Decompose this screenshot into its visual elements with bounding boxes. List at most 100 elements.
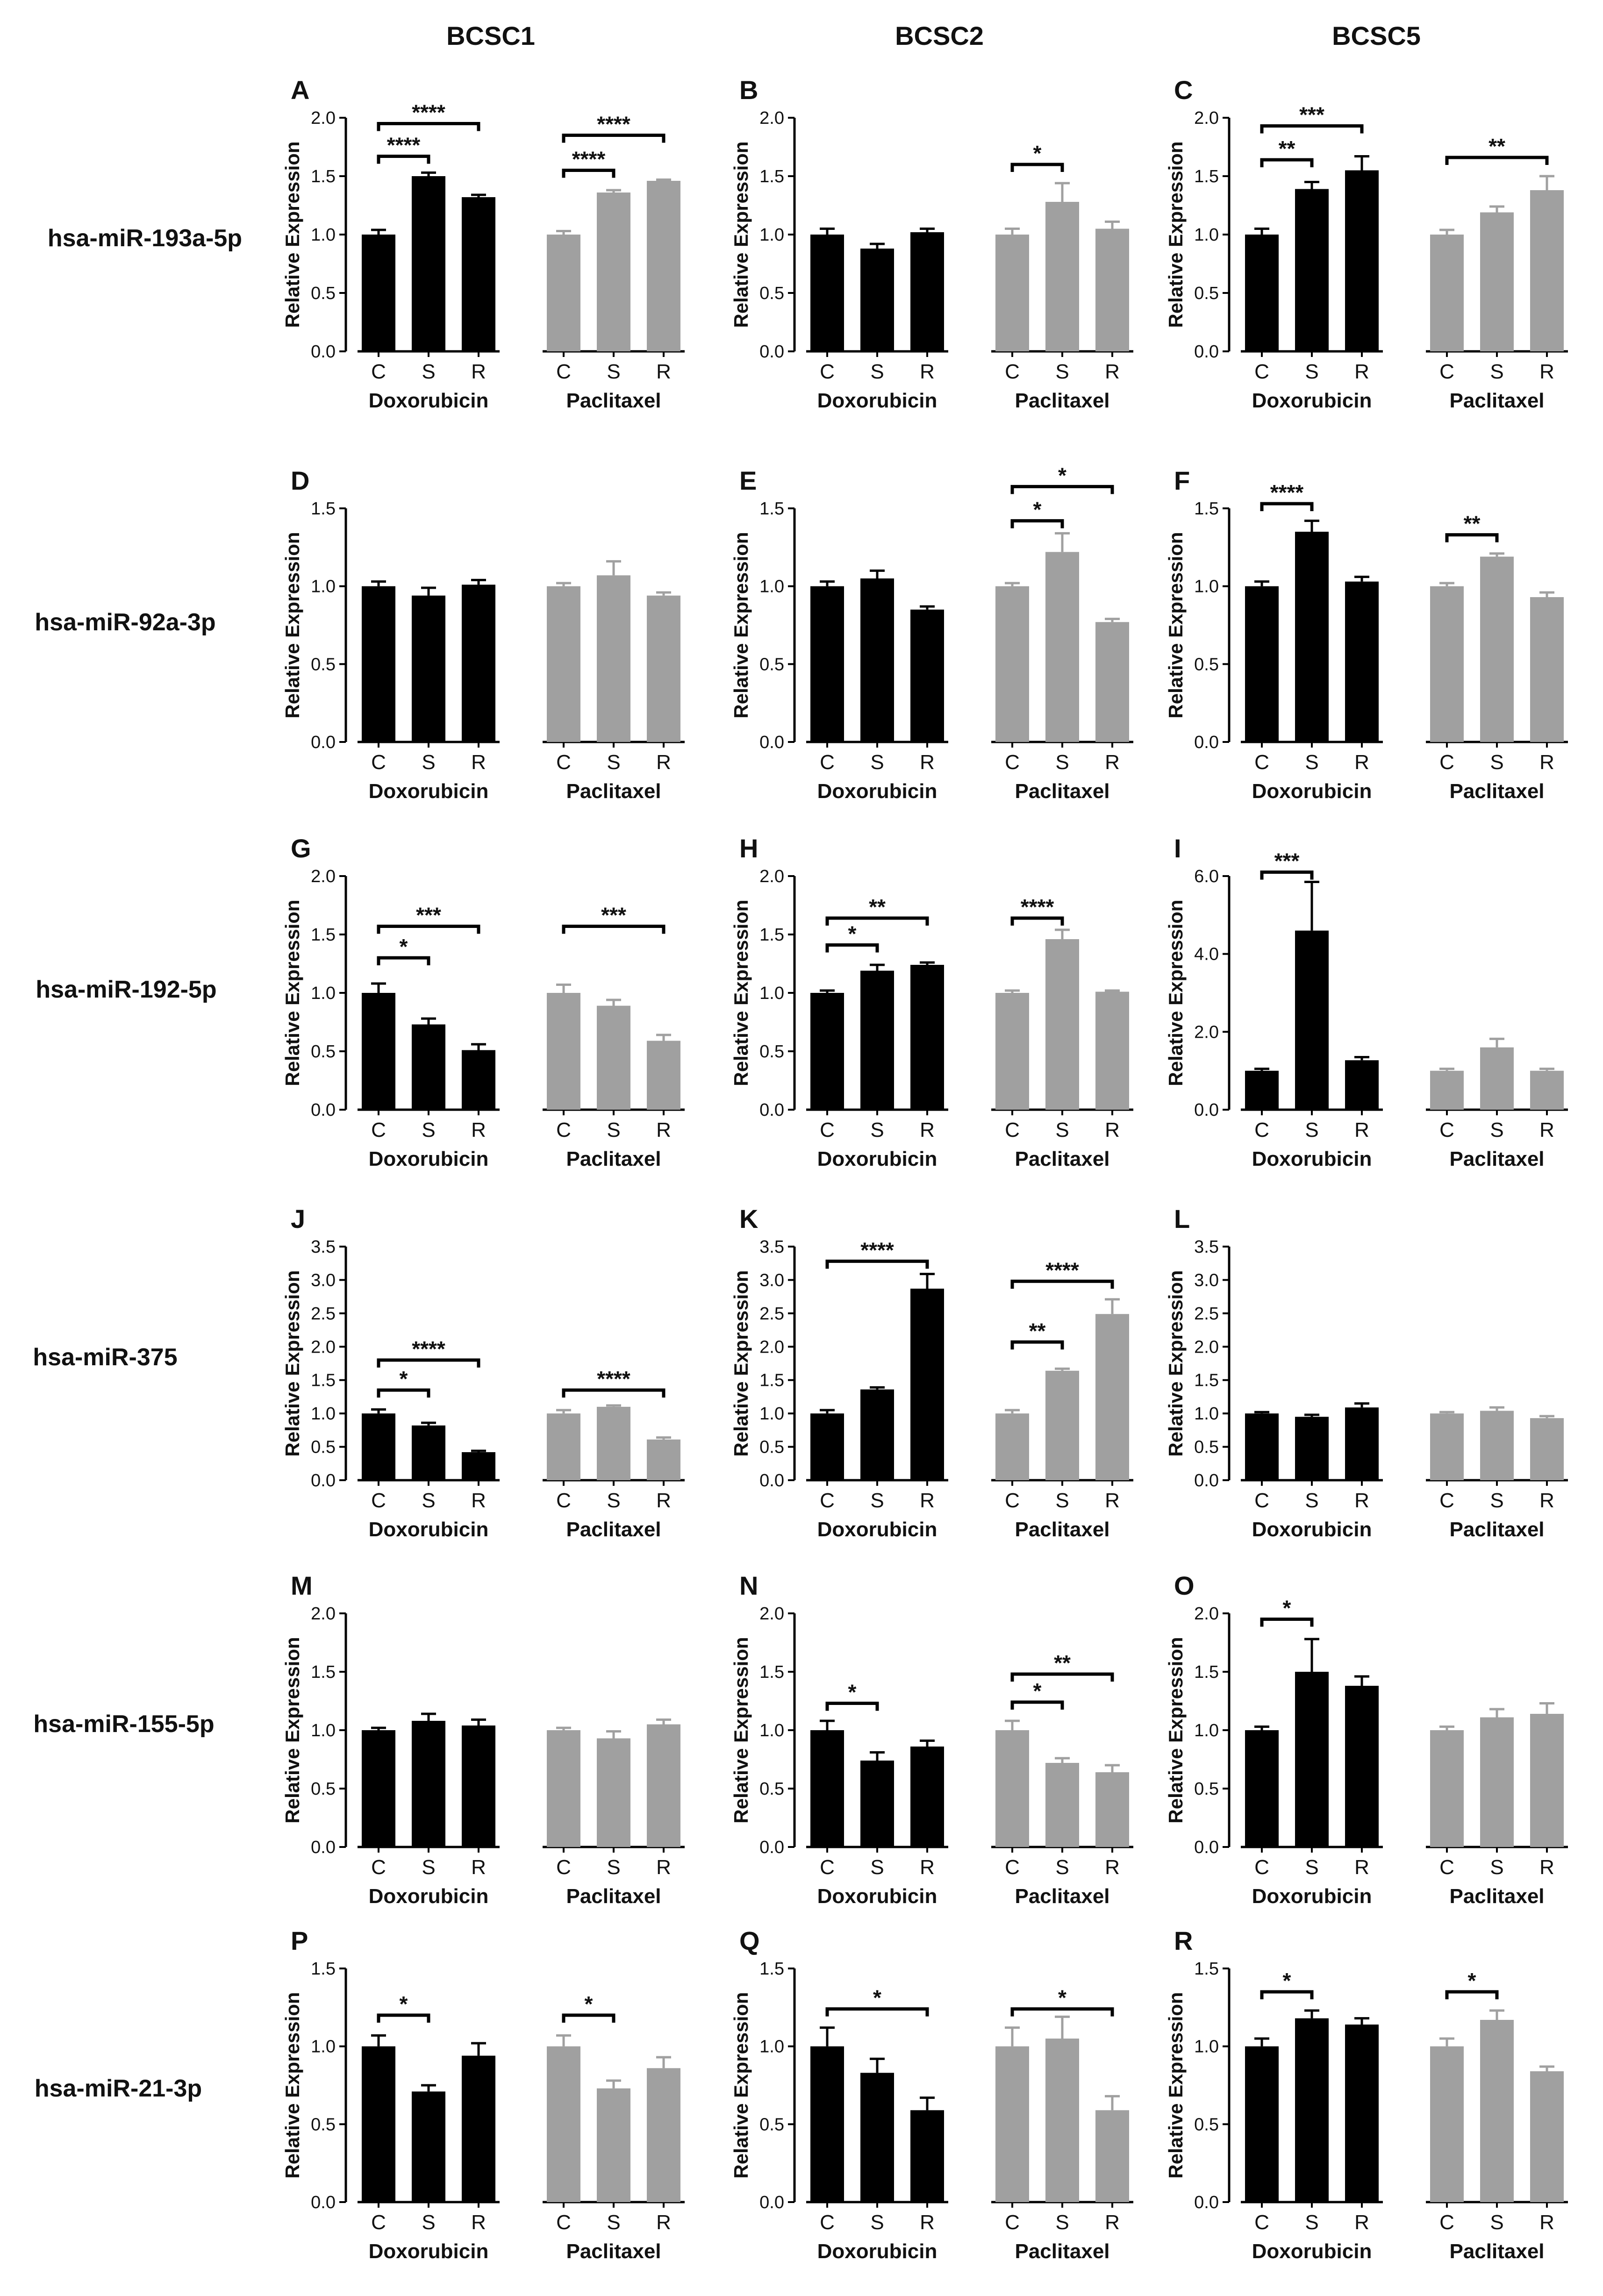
panel-label: F: [1174, 466, 1190, 495]
bar: [1480, 1047, 1514, 1110]
group-label: Paclitaxel: [1449, 1148, 1544, 1170]
chart-panel-F: F 0.0 0.5 1.0 1.5 Relative Expression Doxorubi…: [1165, 466, 1568, 803]
y-tick-label: 1.0: [311, 984, 336, 1003]
x-tick-label: C: [1005, 1119, 1020, 1141]
y-axis-title: Relative Expression: [730, 532, 752, 718]
y-tick-label: 2.0: [1194, 108, 1219, 128]
significance-label: ****: [1045, 1258, 1079, 1282]
x-tick-label: S: [870, 1856, 884, 1879]
x-tick-label: R: [920, 1489, 935, 1512]
bar: [860, 249, 894, 351]
y-tick-label: 1.5: [311, 1371, 336, 1390]
bar: [1345, 581, 1379, 742]
y-tick-label: 0.0: [311, 1838, 336, 1857]
x-tick-label: C: [371, 1489, 386, 1512]
x-tick-label: C: [556, 1489, 571, 1512]
x-tick-label: C: [556, 1856, 571, 1879]
bar: [1045, 2039, 1079, 2202]
significance-label: *: [1283, 1596, 1291, 1620]
column-header: BCSC2: [895, 21, 984, 50]
bar: [547, 235, 580, 351]
y-tick-label: 0.0: [311, 1471, 336, 1490]
y-axis-title: Relative Expression: [1165, 1992, 1187, 2178]
x-tick-label: C: [1439, 360, 1454, 383]
significance-label: *: [1283, 1968, 1291, 1993]
bar: [1295, 930, 1329, 1110]
bar: [995, 993, 1029, 1110]
x-tick-label: S: [1305, 360, 1318, 383]
x-tick-label: R: [1105, 1119, 1120, 1141]
y-tick-label: 1.5: [1194, 1959, 1219, 1979]
bar: [647, 181, 680, 351]
x-tick-label: R: [920, 1119, 935, 1141]
x-tick-label: R: [1105, 1856, 1120, 1879]
significance-label: *: [1058, 1986, 1066, 2010]
y-tick-label: 2.0: [759, 867, 784, 886]
y-tick-label: 1.5: [759, 925, 784, 945]
x-tick-label: C: [371, 2211, 386, 2234]
chart-panel-J: J 0.0 0.5 1.0 1.5 2.0 2.5 3.0 3.5 Relative Expres…: [281, 1204, 685, 1541]
x-tick-label: R: [1354, 1119, 1369, 1141]
bar: [647, 1041, 680, 1110]
group-label: Paclitaxel: [1015, 780, 1109, 803]
significance-bracket: [1010, 163, 1064, 172]
y-tick-label: 2.5: [1194, 1304, 1219, 1324]
x-tick-label: S: [1055, 360, 1069, 383]
y-tick-label: 0.5: [1194, 1438, 1219, 1457]
x-tick-label: R: [1539, 751, 1554, 774]
significance-bracket: [1010, 1700, 1064, 1710]
x-tick-label: R: [1539, 1856, 1554, 1879]
x-tick-label: C: [371, 360, 386, 383]
group-label: Doxorubicin: [369, 389, 489, 412]
x-tick-label: R: [1354, 1489, 1369, 1512]
x-tick-label: R: [471, 1119, 486, 1141]
y-tick-label: 1.5: [759, 1662, 784, 1682]
x-tick-label: C: [1254, 1489, 1269, 1512]
bar: [810, 1413, 844, 1480]
chart-panel-K: K 0.0 0.5 1.0 1.5 2.0 2.5 3.0 3.5 Relative Expres…: [730, 1204, 1133, 1541]
significance-bracket: [1010, 519, 1064, 528]
y-tick-label: 0.0: [759, 342, 784, 362]
significance-bracket: [1010, 1672, 1114, 1682]
bar: [1095, 1772, 1129, 1847]
y-tick-label: 1.5: [311, 167, 336, 186]
y-tick-label: 2.0: [311, 108, 336, 128]
y-axis-title: Relative Expression: [1165, 1637, 1187, 1823]
bar: [597, 575, 630, 742]
significance-label: *: [1033, 141, 1042, 165]
x-tick-label: R: [1354, 751, 1369, 774]
group-label: Paclitaxel: [566, 780, 661, 803]
x-tick-label: C: [556, 751, 571, 774]
group-label: Doxorubicin: [1252, 389, 1372, 412]
y-tick-label: 0.5: [311, 1779, 336, 1799]
y-tick-label: 0.0: [759, 1838, 784, 1857]
y-tick-label: 1.5: [759, 499, 784, 519]
x-tick-label: C: [820, 1856, 835, 1879]
significance-label: *: [400, 1367, 408, 1391]
significance-label: **: [869, 895, 886, 919]
bar: [1045, 939, 1079, 1110]
bar: [995, 586, 1029, 742]
significance-bracket: [1260, 502, 1314, 511]
panel-label: I: [1174, 834, 1181, 863]
significance-bracket: [562, 2013, 615, 2023]
panel-label: E: [739, 466, 757, 495]
y-axis-title: Relative Expression: [730, 1637, 752, 1823]
panel-label: C: [1174, 75, 1193, 105]
y-tick-label: 1.5: [759, 1371, 784, 1390]
bar: [1430, 586, 1464, 742]
significance-label: **: [1279, 136, 1295, 161]
y-tick-label: 0.5: [311, 284, 336, 303]
chart-panel-A: A 0.0 0.5 1.0 1.5 2.0 Relative Expression Doxor…: [281, 75, 685, 412]
x-tick-label: S: [870, 751, 884, 774]
bar: [362, 2046, 395, 2202]
significance-label: *: [1058, 463, 1066, 487]
x-tick-label: S: [1305, 2211, 1318, 2234]
bar: [1530, 1714, 1564, 1847]
bar: [860, 1761, 894, 1847]
significance-bracket: [825, 943, 879, 953]
x-tick-label: R: [471, 1856, 486, 1879]
y-tick-label: 3.5: [759, 1237, 784, 1257]
significance-bracket: [1445, 1990, 1499, 1999]
